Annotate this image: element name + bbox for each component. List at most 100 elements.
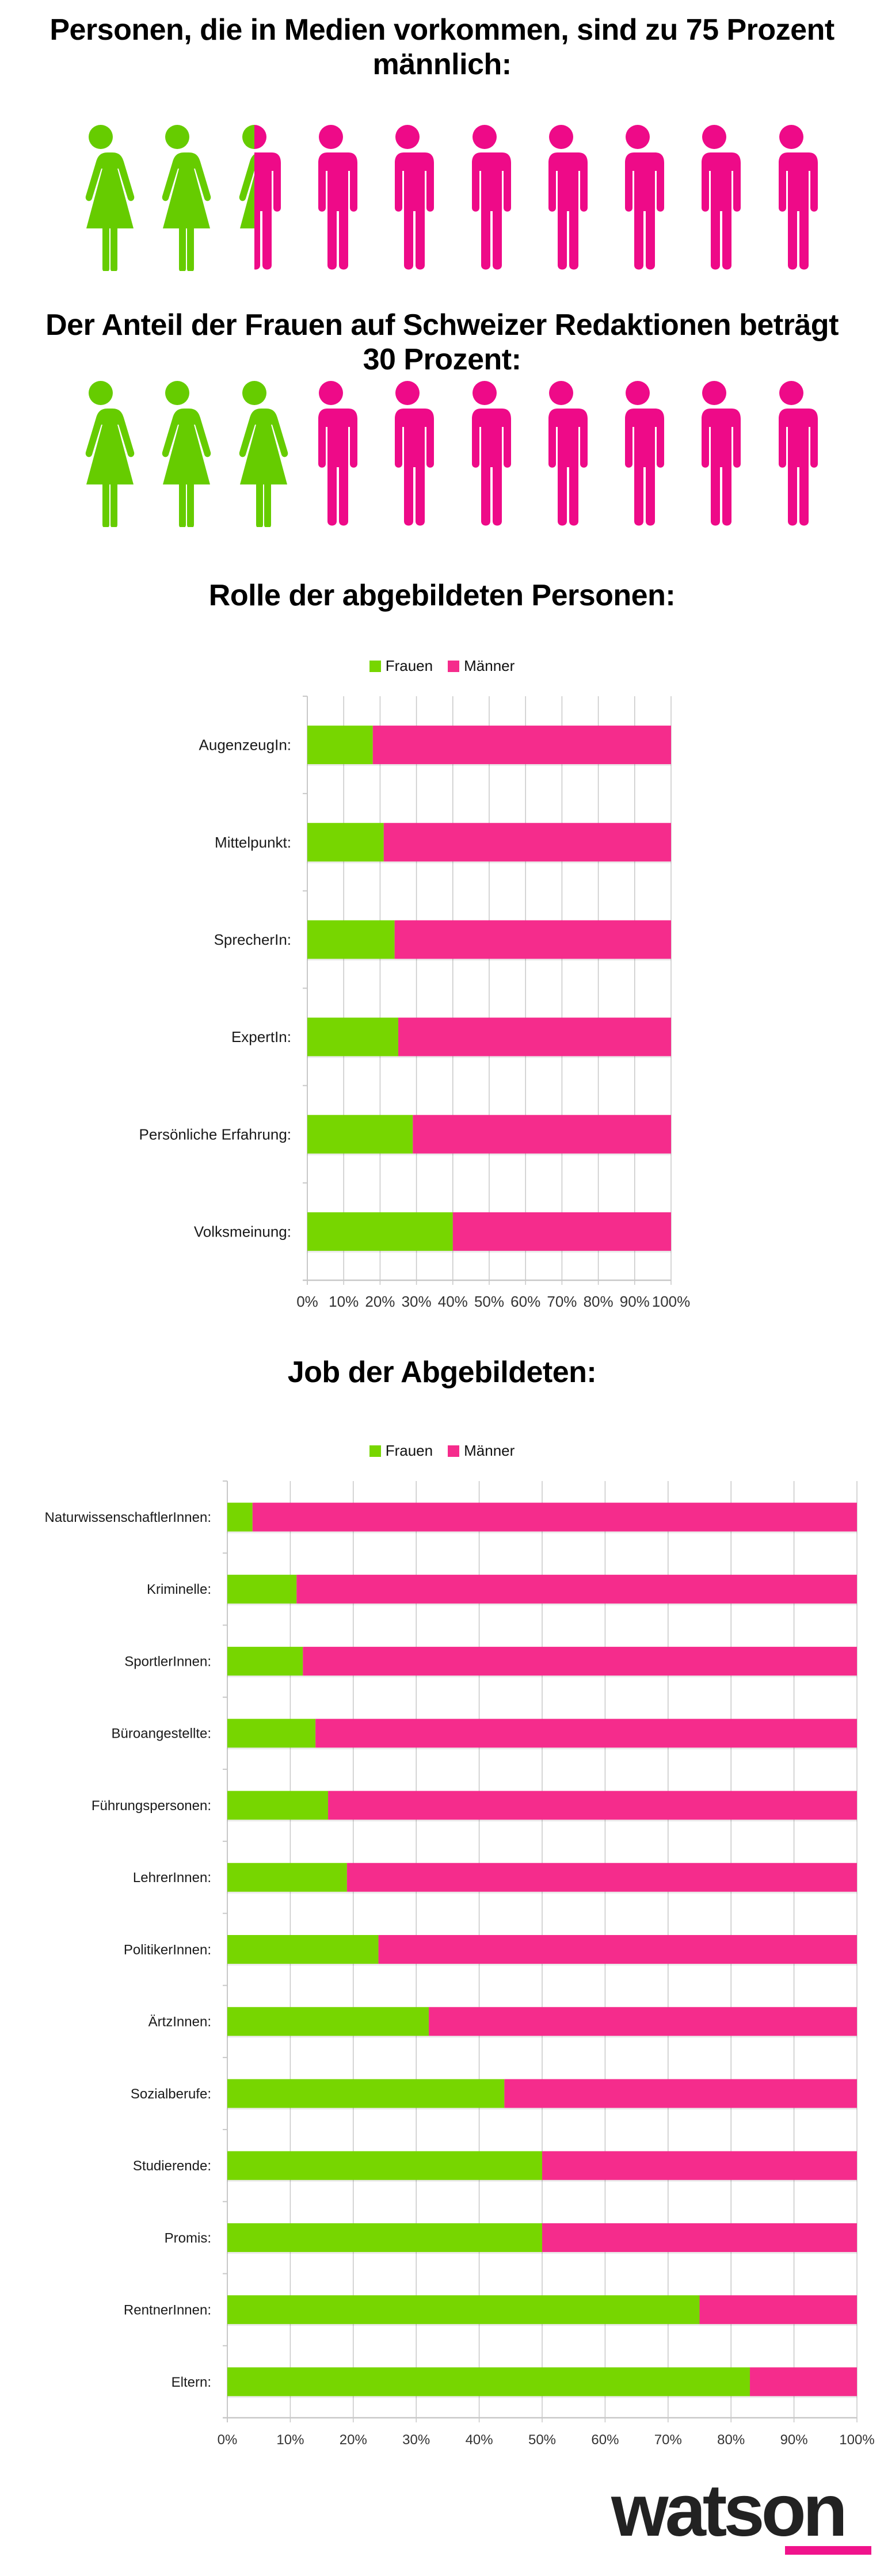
category-label: ExpertIn: [231, 1028, 291, 1045]
headline-line: 30 Prozent: [363, 343, 521, 376]
bar-maenner [429, 2007, 857, 2036]
female-silhouette [85, 125, 135, 271]
watson-logo[interactable]: watson [611, 2474, 876, 2560]
female-silhouette [162, 125, 211, 271]
bar-frauen [227, 1719, 316, 1748]
bar-maenner [303, 1647, 857, 1676]
category-label: Promis: [165, 2230, 211, 2246]
legend-label-female: Frauen [385, 657, 433, 674]
bar-maenner [542, 2151, 857, 2180]
bar-frauen [307, 920, 395, 959]
x-tick-label: 80% [717, 2432, 745, 2448]
bar-maenner [750, 2367, 857, 2396]
bar-frauen [227, 1574, 297, 1604]
bar-maenner [315, 1719, 857, 1748]
legend-swatch-female [369, 1445, 381, 1457]
female-silhouette [239, 381, 288, 527]
logo-wordmark: watson [611, 2470, 848, 2552]
male-figure-icon [296, 380, 365, 527]
male-silhouette [620, 381, 665, 526]
bar-frauen [307, 1115, 413, 1154]
chart-jobs: 0% 10% 20% 30% 40% 50% 60% 70% 80% 90% 100% Naturwi… [45, 1480, 875, 2448]
headline-media-share: Personen, die in Medien vorkommen, sind … [0, 13, 884, 82]
female-silhouette [85, 381, 135, 527]
category-label: AugenzeugIn: [199, 736, 291, 754]
category-label: LehrerInnen: [133, 1870, 211, 1886]
male-figure-icon [680, 380, 749, 527]
bar-maenner [542, 2223, 857, 2252]
bar-maenner [452, 1212, 671, 1251]
x-tick-label: 60% [510, 1293, 540, 1310]
bar-maenner [252, 1502, 857, 1532]
x-tick-label: 70% [547, 1293, 577, 1310]
female-figure-icon [143, 380, 212, 527]
bar-maenner [504, 2079, 857, 2108]
male-figure-icon [450, 380, 519, 527]
legend-item-female: Frauen [369, 1442, 433, 1460]
category-label: Führungspersonen: [92, 1798, 211, 1814]
bar-maenner [699, 2295, 857, 2325]
category-label: Sozialberufe: [131, 2086, 211, 2102]
x-tick-label: 30% [402, 2432, 430, 2448]
bar-frauen [307, 1017, 398, 1056]
category-label: RentnerInnen: [124, 2303, 211, 2318]
bar-frauen [307, 1212, 453, 1251]
x-tick-label: 60% [591, 2432, 619, 2448]
legend-item-male: Männer [448, 1442, 515, 1460]
legend-swatch-male [448, 1445, 460, 1457]
headline-line: Der Anteil der Frauen auf Schweizer Reda… [45, 308, 839, 342]
x-tick-label: 50% [474, 1293, 504, 1310]
bar-maenner [378, 1935, 857, 1964]
legend-label-female: Frauen [385, 1442, 433, 1459]
male-figure-icon [450, 124, 519, 271]
x-tick-label: 20% [340, 2432, 367, 2448]
category-label: Studierende: [133, 2158, 211, 2174]
x-tick-label: 50% [528, 2432, 556, 2448]
male-silhouette [620, 125, 665, 270]
male-silhouette [313, 125, 357, 270]
legend-label-male: Männer [464, 657, 515, 674]
bar-frauen [307, 726, 373, 765]
bar-frauen [227, 2151, 542, 2180]
legend-swatch-female [369, 660, 381, 672]
legend-label-male: Männer [464, 1442, 515, 1459]
pictogram-media-share [0, 124, 884, 273]
bar-frauen [227, 2079, 505, 2108]
category-label: ÄrtzInnen: [148, 2014, 211, 2030]
male-silhouette [697, 125, 741, 270]
bar-frauen [227, 1935, 379, 1964]
logo-underline [785, 2546, 871, 2555]
category-label: SprecherIn: [214, 931, 291, 948]
chart-legend-roles: Frauen Männer [0, 657, 884, 675]
headline-line: männlich: [372, 48, 512, 81]
male-figure-icon [296, 124, 365, 271]
bar-maenner [394, 920, 671, 959]
female-figure-icon [220, 380, 289, 527]
bar-maenner [296, 1574, 857, 1604]
bar-frauen [307, 823, 384, 862]
male-silhouette [467, 125, 511, 270]
male-silhouette [697, 381, 741, 526]
male-silhouette [774, 381, 818, 526]
female-figure-icon [143, 124, 212, 271]
legend-item-female: Frauen [369, 657, 433, 675]
category-label: Persönliche Erfahrung: [139, 1125, 291, 1143]
legend-swatch-male [448, 660, 460, 672]
female-figure-icon [66, 124, 135, 271]
male-silhouette [390, 125, 435, 270]
category-label: SportlerInnen: [124, 1654, 211, 1669]
split-figure-icon [220, 124, 289, 271]
bar-frauen [227, 1791, 329, 1820]
chart-roles: 0% 10% 20% 30% 40% 50% 60% 70% 80% 90% 100% Augenze… [139, 696, 690, 1310]
male-silhouette [467, 381, 511, 526]
male-half-silhouette [254, 125, 281, 270]
category-label: Kriminelle: [147, 1582, 211, 1597]
x-tick-label: 20% [365, 1293, 395, 1310]
male-silhouette [774, 125, 818, 270]
category-label: Büroangestellte: [112, 1726, 211, 1742]
bar-maenner [413, 1115, 671, 1154]
category-label: Eltern: [172, 2375, 211, 2390]
chart-legend-jobs: Frauen Männer [0, 1442, 884, 1460]
category-label: Mittelpunkt: [215, 834, 291, 851]
x-tick-label: 90% [780, 2432, 808, 2448]
